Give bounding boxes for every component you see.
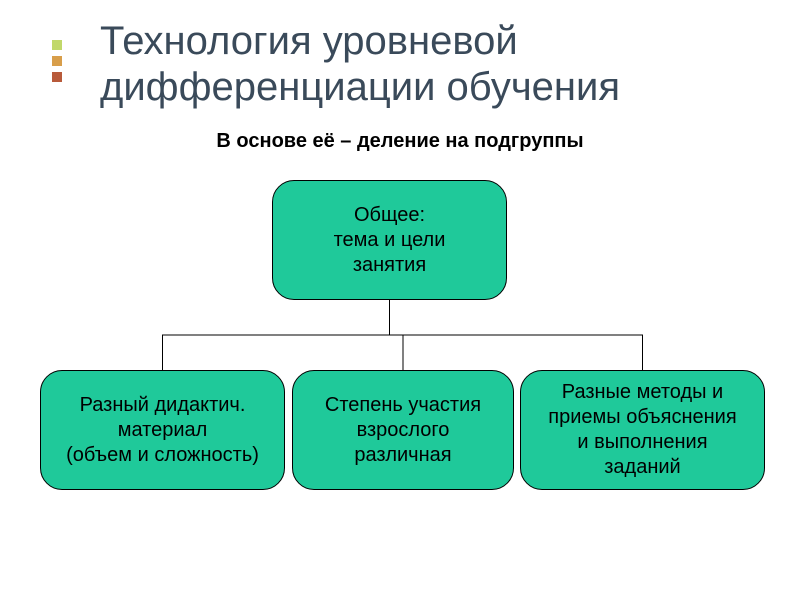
title-bullets [52,40,62,82]
tree-diagram: Общее:тема и целизанятия Разный дидактич.… [0,170,800,550]
node-child1: Разный дидактич.материал(объем и сложнос… [40,370,285,490]
bullet-2 [52,56,62,66]
node-child3: Разные методы иприемы объясненияи выполн… [520,370,765,490]
edge-root-child3 [390,300,643,370]
edge-root-child2 [390,300,404,370]
edge-root-child1 [163,300,390,370]
node-child2: Степень участиявзрослогоразличная [292,370,514,490]
node-root: Общее:тема и целизанятия [272,180,507,300]
page-subtitle: В основе её – деление на подгруппы [100,130,700,153]
page-title: Технология уровневой дифференциации обуч… [100,18,760,110]
bullet-3 [52,72,62,82]
bullet-1 [52,40,62,50]
